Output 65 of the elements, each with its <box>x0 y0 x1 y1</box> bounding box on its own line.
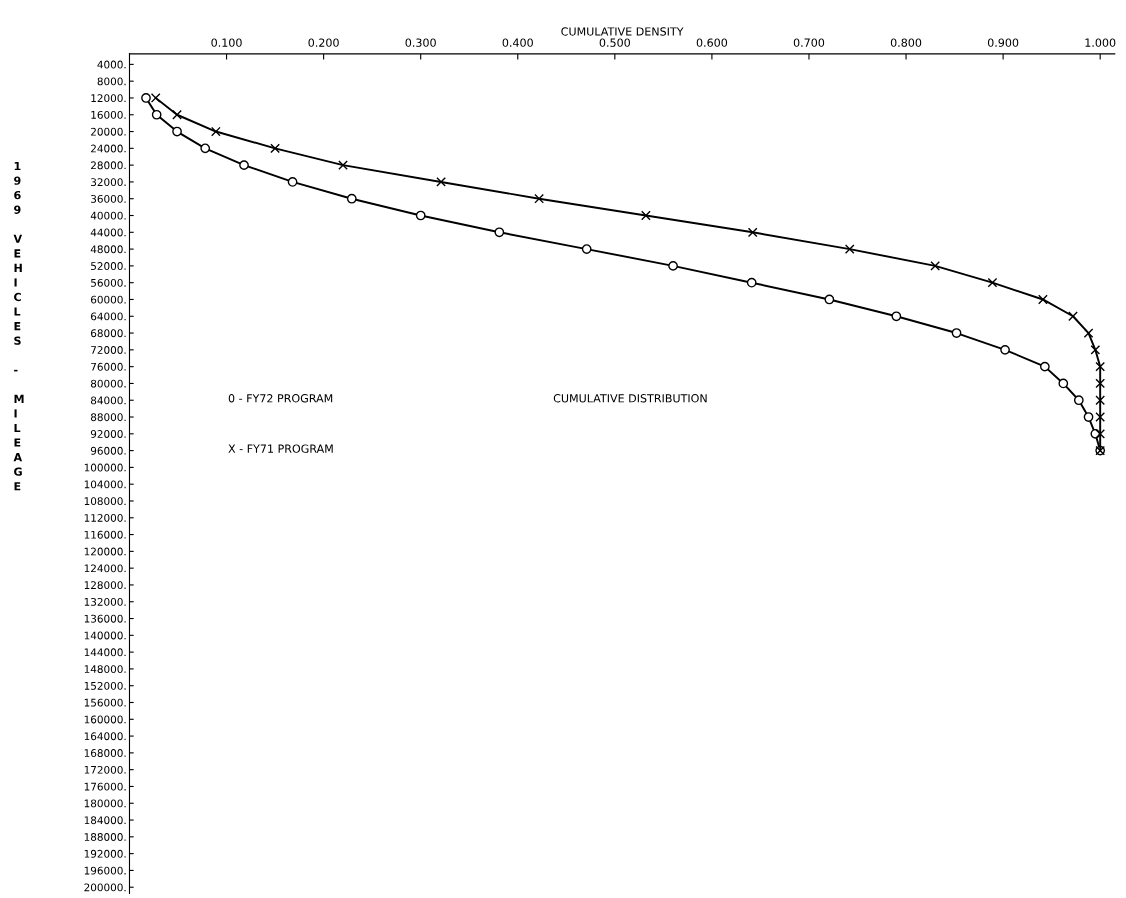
x-tick-label: 0.500 <box>599 38 630 47</box>
y-tick-label: 4000. <box>97 60 126 69</box>
y-tick-label: 112000. <box>84 514 126 522</box>
y-tick-label: 8000. <box>97 77 126 86</box>
y-tick-label: 88000. <box>90 413 126 422</box>
y-tick-label: 36000. <box>91 194 126 203</box>
y-tick-label: 160000. <box>84 715 126 724</box>
y-tick-label: 48000. <box>90 245 126 254</box>
y-tick-label: 80000. <box>90 379 126 388</box>
y-tick-label: 100000. <box>84 463 126 472</box>
y-tick-label: 200000. <box>84 883 126 892</box>
y-tick-label: 60000. <box>90 295 126 304</box>
y-tick-label: 12000. <box>91 94 126 103</box>
x-tick-label: 1.000 <box>1085 38 1116 47</box>
y-tick-label: 148000. <box>84 665 126 674</box>
y-tick-label: 24000. <box>91 144 126 153</box>
y-tick-label: 104000. <box>84 480 126 489</box>
y-tick-label: 64000. <box>90 312 126 321</box>
y-tick-label: 52000. <box>91 262 126 270</box>
x-tick-label: 0.300 <box>405 38 436 47</box>
y-tick-label: 116000. <box>84 530 126 539</box>
y-tick-label: 196000. <box>84 866 126 875</box>
x-tick-label: 0.700 <box>793 38 825 47</box>
y-tick-label: 76000. <box>91 362 126 371</box>
x-axis-title: CUMULATIVE DENSITY <box>561 27 684 36</box>
y-tick-label: 32000. <box>91 178 126 187</box>
y-tick-label: 176000. <box>84 782 126 791</box>
y-tick-label: 72000. <box>91 346 126 354</box>
y-tick-label: 96000. <box>90 446 126 455</box>
y-tick-label: 68000. <box>90 329 126 338</box>
x-tick-label: 0.400 <box>502 38 533 47</box>
y-tick-label: 40000. <box>90 211 126 220</box>
y-tick-label: 172000. <box>84 765 126 774</box>
x-tick-label: 0.100 <box>211 38 242 47</box>
annotation: CUMULATIVE DISTRIBUTION <box>553 394 707 403</box>
y-tick-label: 108000. <box>84 497 126 506</box>
x-tick-label: 0.900 <box>987 38 1019 47</box>
x-tick-label: 0.800 <box>890 38 922 47</box>
y-tick-label: 132000. <box>84 597 126 606</box>
text: 1969 VEHICLES - MILEAGE <box>13 161 24 491</box>
y-tick-label: 144000. <box>84 648 126 657</box>
y-tick-label: 192000. <box>84 849 126 858</box>
y-tick-label: 120000. <box>84 547 126 556</box>
annotation: X - FY71 PROGRAM <box>228 444 333 453</box>
annotation: 0 - FY72 PROGRAM <box>228 394 333 403</box>
y-tick-label: 140000. <box>84 631 126 640</box>
y-tick-label: 16000. <box>91 110 126 119</box>
y-tick-label: 28000. <box>91 161 126 170</box>
y-tick-label: 136000. <box>84 614 126 623</box>
x-tick-label: 0.200 <box>308 38 339 47</box>
y-tick-label: 184000. <box>84 816 126 825</box>
y-tick-label: 164000. <box>84 732 126 741</box>
y-tick-label: 44000. <box>90 228 126 237</box>
y-tick-label: 124000. <box>84 564 126 573</box>
y-tick-label: 92000. <box>90 430 126 438</box>
x-tick-label: 0.600 <box>696 38 728 47</box>
y-tick-label: 180000. <box>84 799 126 808</box>
y-tick-label: 56000. <box>91 278 126 287</box>
y-tick-label: 188000. <box>84 833 126 841</box>
y-tick-label: 156000. <box>84 698 126 707</box>
y-tick-label: 84000. <box>90 396 126 405</box>
y-tick-label: 20000. <box>91 127 126 136</box>
y-tick-label: 168000. <box>84 749 126 757</box>
y-tick-label: 152000. <box>84 681 126 690</box>
y-tick-label: 128000. <box>84 581 126 590</box>
